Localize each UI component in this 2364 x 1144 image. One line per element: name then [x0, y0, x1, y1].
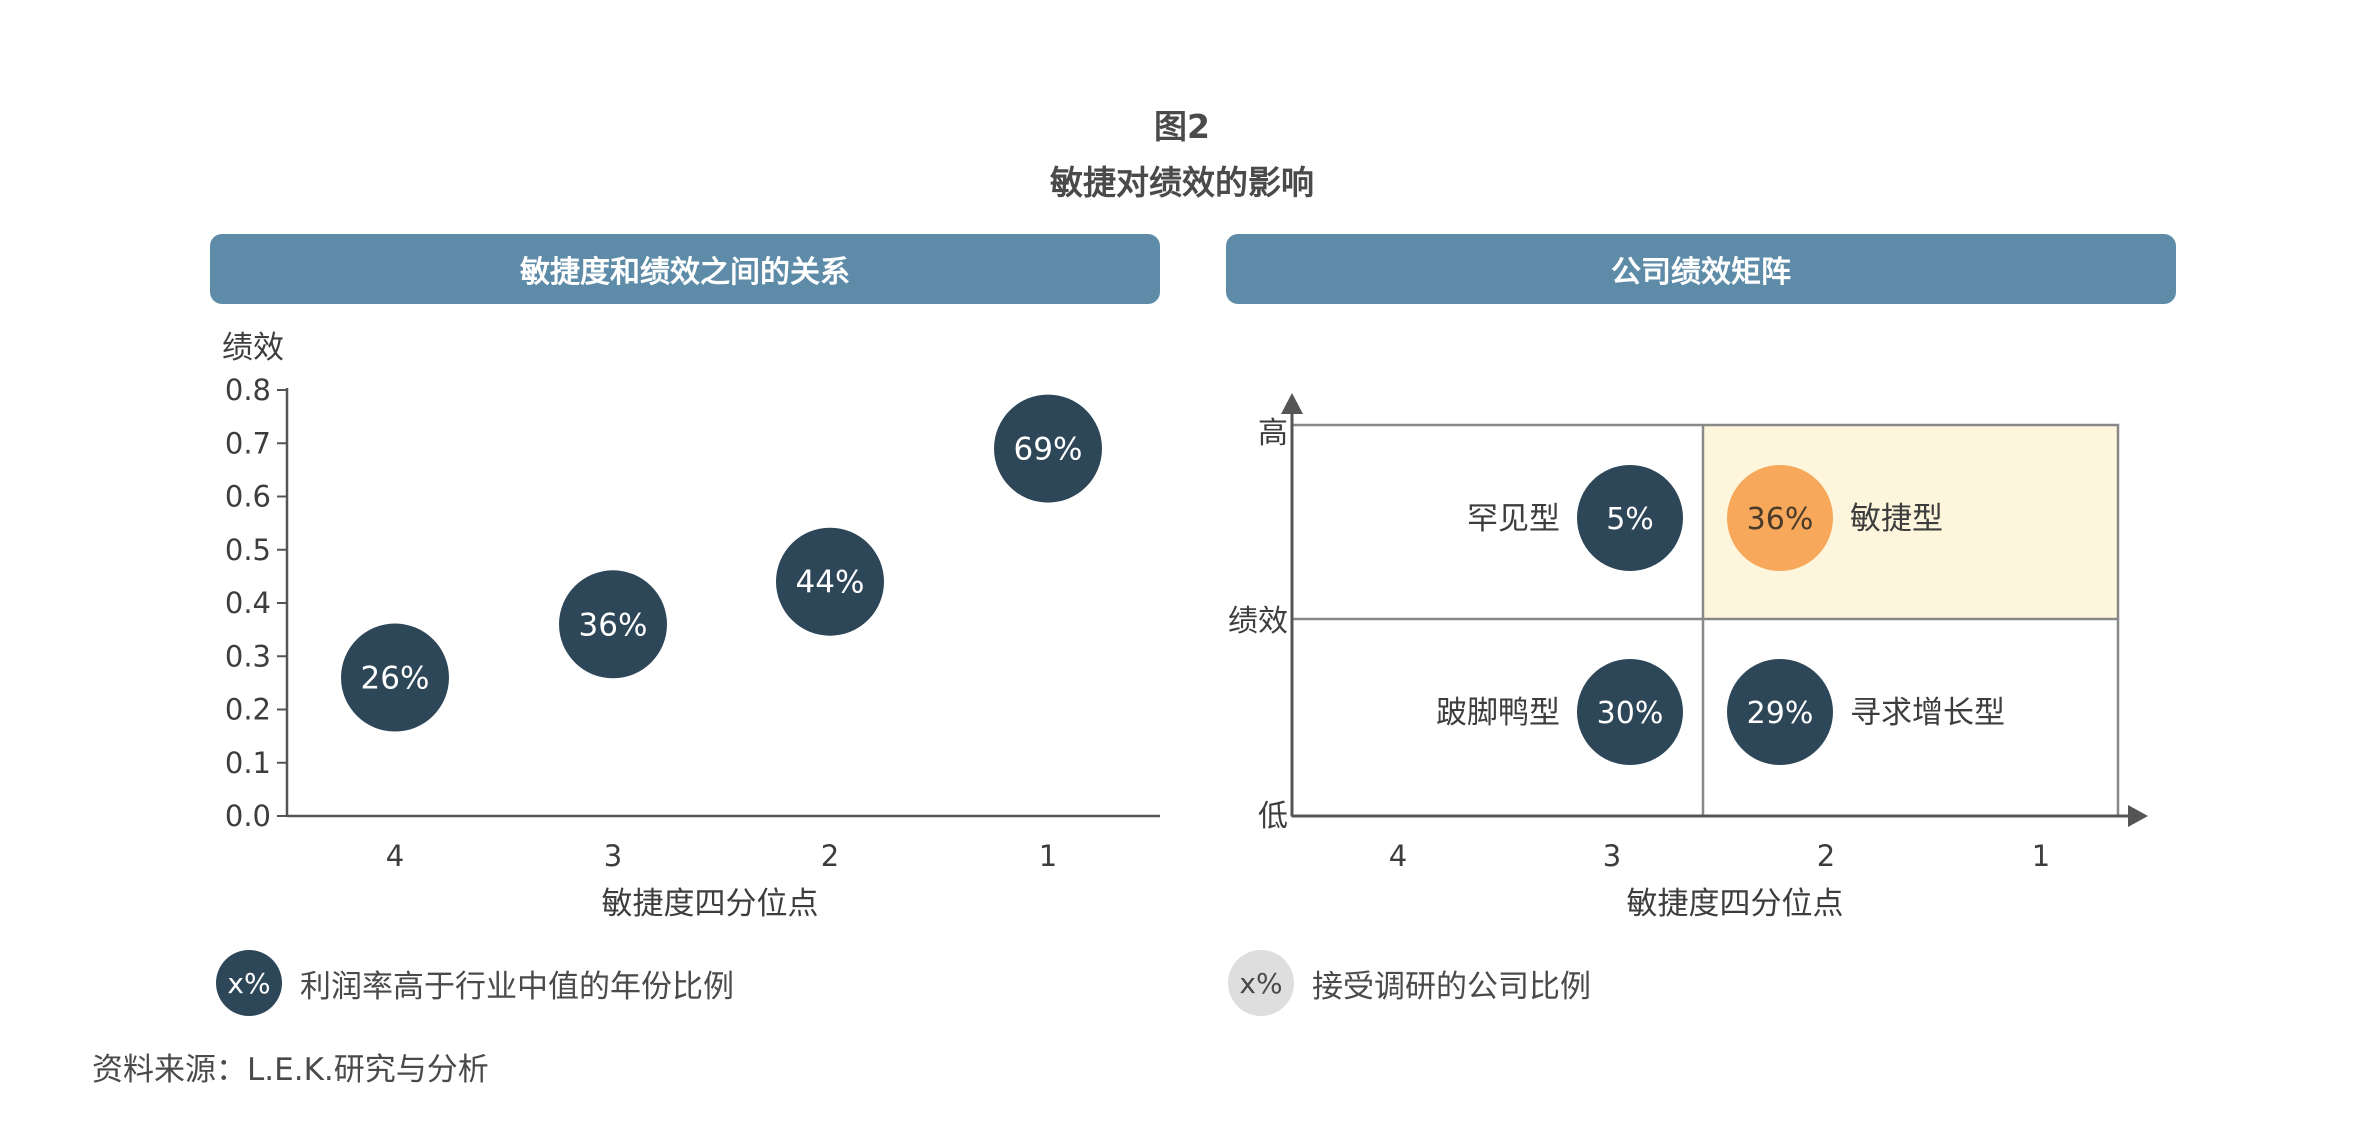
- y-tick-label: 绩效: [1228, 604, 1288, 639]
- data-bubble: [559, 570, 667, 679]
- x-tick-label: 2: [821, 839, 839, 873]
- x-tick-label: 1: [2032, 839, 2050, 873]
- y-tick-label: 0.4: [225, 586, 271, 620]
- x-tick-label: 4: [386, 839, 404, 873]
- y-axis-title: 绩效: [222, 330, 284, 366]
- x-tick-label: 2: [1817, 839, 1835, 873]
- quadrant-bubble: [1577, 659, 1683, 765]
- agility-performance-scatter: 0.0 0.1 0.2 0.3 0.4 0.5 0.6 0.7 0.8 4 3 2 1 绩效敏捷度四分位点…: [222, 330, 1160, 922]
- quadrant-bubble: [1727, 465, 1833, 571]
- legend-left-label: 利润率高于行业中值的年份比例: [300, 968, 734, 1005]
- data-bubble: [776, 527, 884, 636]
- quadrant-bubble: [1577, 465, 1683, 571]
- data-bubble: [341, 623, 449, 732]
- quadrant-bubble: [1727, 659, 1833, 765]
- legend-dark-marker: x%: [216, 950, 282, 1016]
- x-tick-label: 4: [1389, 839, 1407, 873]
- left-legend: x% 利润率高于行业中值的年份比例: [216, 948, 734, 1018]
- source-note: 资料来源：L.E.K.研究与分析: [92, 1052, 489, 1088]
- data-label: 69%: [1014, 432, 1083, 468]
- legend-right-label: 接受调研的公司比例: [1312, 968, 1591, 1005]
- data-label: 44%: [796, 565, 865, 601]
- figure-title: 敏捷对绩效的影响: [1050, 163, 1314, 202]
- quadrant-name: 寻求增长型: [1850, 695, 2005, 731]
- legend-light-marker: x%: [1228, 950, 1294, 1016]
- x-tick-label: 3: [604, 839, 622, 873]
- y-tick-label: 0.5: [225, 533, 271, 567]
- x-tick-label: 1: [1039, 839, 1057, 873]
- y-tick-label: 0.2: [225, 693, 271, 727]
- y-tick-label: 0.0: [225, 799, 271, 833]
- performance-matrix: 低 绩效 高 4 3 2 1 敏捷度四分位点 5% 罕见型 36% 敏捷型 30% 跛脚鸭型 29% 寻求增长…: [1228, 393, 2148, 922]
- data-label: 36%: [579, 607, 648, 643]
- y-tick-label: 高: [1258, 416, 1288, 451]
- x-axis-title: 敏捷度四分位点: [602, 886, 819, 922]
- y-tick-label: 0.6: [225, 480, 271, 514]
- x-tick-label: 3: [1603, 839, 1621, 873]
- right-panel-header: 公司绩效矩阵: [1226, 234, 2176, 304]
- quadrant-value: 29%: [1747, 696, 1814, 731]
- data-label: 26%: [361, 661, 430, 697]
- y-axis-arrow: [1281, 393, 1303, 414]
- x-axis-title: 敏捷度四分位点: [1627, 886, 1844, 922]
- quadrant-value: 30%: [1597, 696, 1664, 731]
- quadrant-value: 5%: [1606, 502, 1654, 537]
- right-legend: x% 接受调研的公司比例: [1228, 948, 1591, 1018]
- y-tick-label: 0.8: [225, 373, 271, 407]
- quadrant-name: 跛脚鸭型: [1436, 695, 1560, 731]
- y-tick-label: 0.3: [225, 639, 271, 673]
- x-axis-arrow: [2128, 805, 2148, 827]
- quadrant-name: 敏捷型: [1850, 501, 1943, 537]
- data-bubble: [994, 394, 1102, 503]
- left-panel-header: 敏捷度和绩效之间的关系: [210, 234, 1160, 304]
- figure-number: 图2: [1154, 107, 1210, 146]
- y-tick-label: 0.7: [225, 426, 271, 460]
- y-tick-label: 低: [1258, 799, 1288, 834]
- quadrant-name: 罕见型: [1467, 501, 1560, 537]
- y-tick-label: 0.1: [225, 746, 271, 780]
- quadrant-value: 36%: [1747, 502, 1814, 537]
